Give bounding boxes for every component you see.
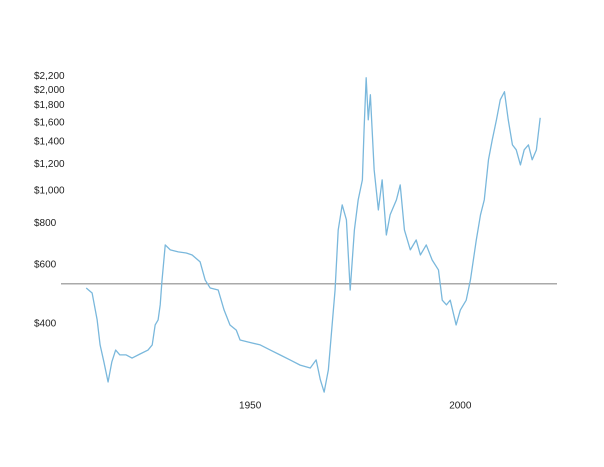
y-tick-label: $400 [34, 319, 57, 330]
x-tick-label: 1950 [239, 401, 262, 412]
x-tick-label: 2000 [449, 401, 472, 412]
y-tick-label: $1,000 [34, 186, 65, 197]
y-tick-label: $1,600 [34, 117, 65, 128]
y-tick-label: $1,200 [34, 159, 65, 170]
y-tick-label: $600 [34, 260, 57, 271]
y-tick-label: $2,200 [34, 71, 65, 82]
y-tick-label: $1,400 [34, 137, 65, 148]
y-tick-label: $800 [34, 218, 57, 229]
price-line [85, 77, 541, 393]
y-tick-label: $2,000 [34, 85, 65, 96]
y-tick-label: $1,800 [34, 100, 65, 111]
